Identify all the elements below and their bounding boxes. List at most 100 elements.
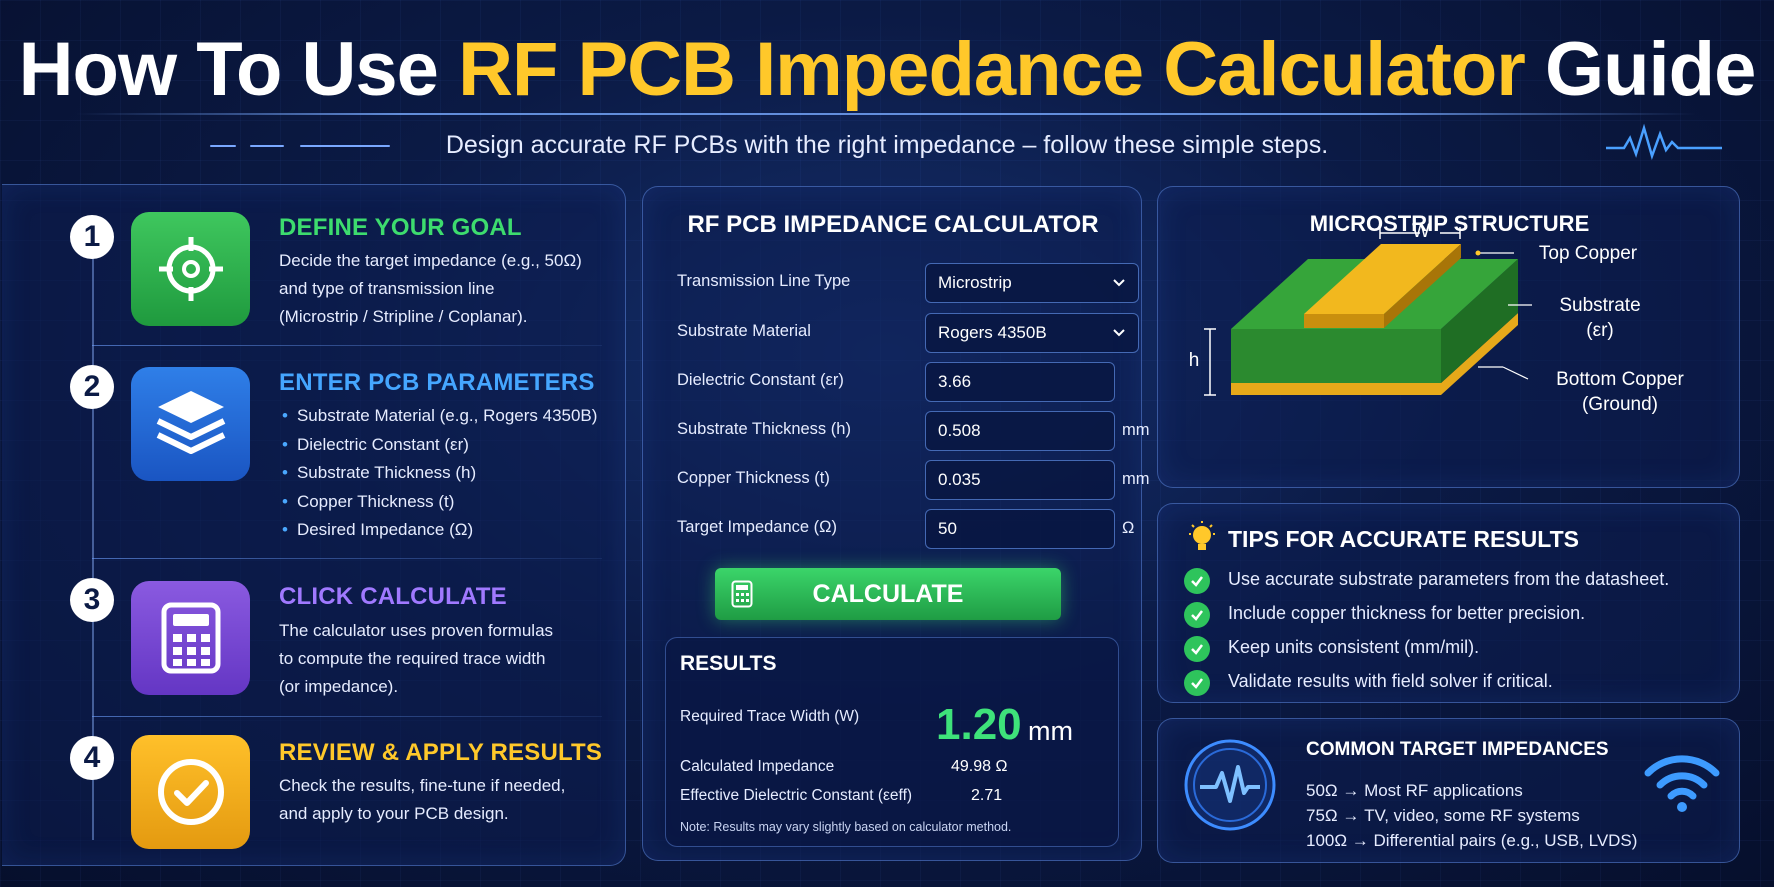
step-1-title: DEFINE YOUR GOAL — [279, 214, 522, 241]
step-separator — [92, 716, 602, 717]
steps-connector-line — [92, 240, 94, 840]
calculator-panel: RF PCB IMPEDANCE CALCULATOR Transmission… — [642, 186, 1150, 861]
results-note: Note: Results may vary slightly based on… — [680, 820, 1012, 834]
substrate-thickness-label: Substrate Thickness (h) — [677, 420, 851, 438]
calculator-icon — [731, 580, 753, 608]
copper-thickness-label: Copper Thickness (t) — [677, 469, 830, 487]
title-part-1: How To Use — [18, 27, 459, 112]
bottom-copper-layer — [1231, 313, 1518, 395]
target-impedance-unit: Ω — [1122, 519, 1135, 537]
list-item: Substrate Thickness (h) — [282, 459, 597, 488]
substrate-label-line: (εr) — [1586, 320, 1614, 341]
calculator-title: RF PCB IMPEDANCE CALCULATOR — [687, 211, 1099, 238]
step-4-line: Check the results, fine-tune if needed, — [279, 776, 566, 795]
title-underline — [76, 113, 1696, 115]
page-subtitle: Design accurate RF PCBs with the right i… — [445, 131, 1329, 159]
check-icon — [1184, 670, 1210, 696]
results-box: RESULTS Required Trace Width (W) 1.20 mm… — [665, 637, 1119, 847]
line-type-select[interactable]: Microstrip — [925, 263, 1139, 303]
field-row-substrate-material: Substrate Material Rogers 4350B — [677, 313, 1139, 353]
chevron-down-icon — [1113, 279, 1125, 287]
impedances-panel: COMMON TARGET IMPEDANCES 50Ω → Most RF a… — [1157, 718, 1740, 863]
field-row-line-type: Transmission Line Type Microstrip — [677, 263, 1139, 303]
title-part-3: Guide — [1524, 27, 1756, 112]
step-2-number: 2 — [70, 365, 114, 409]
calculate-button[interactable]: CALCULATE — [715, 568, 1061, 620]
line-type-label: Transmission Line Type — [677, 272, 851, 290]
bottom-copper-label-line: Bottom Copper — [1556, 369, 1684, 390]
field-row-target-impedance: Target Impedance (Ω) 50 Ω — [677, 509, 1137, 549]
tips-title: TIPS FOR ACCURATE RESULTS — [1228, 526, 1579, 552]
trace-width-value: 1.20 — [936, 700, 1022, 749]
width-label: W — [1412, 221, 1430, 242]
tips-panel: TIPS FOR ACCURATE RESULTS Use accurate s… — [1157, 503, 1740, 703]
microstrip-diagram — [1204, 227, 1532, 396]
bottom-copper-label-line: (Ground) — [1581, 394, 1659, 415]
step-separator — [92, 558, 602, 559]
microstrip-panel: MICROSTRIP STRUCTURE W h Top Copper Subs… — [1157, 186, 1740, 488]
step-1-description: Decide the target impedance (e.g., 50Ω) … — [279, 247, 619, 331]
impedance-item: 75Ω → TV, video, some RF systems — [1306, 806, 1580, 825]
impedance-item: 50Ω → Most RF applications — [1306, 781, 1523, 800]
step-1-icon-tile — [131, 212, 250, 326]
step-4-icon-tile — [131, 735, 250, 849]
step-4-line: and apply to your PCB design. — [279, 804, 509, 823]
tip-text: Use accurate substrate parameters from t… — [1228, 569, 1670, 589]
target-impedance-label: Target Impedance (Ω) — [677, 518, 837, 536]
calculated-impedance-value: 49.98 Ω — [951, 758, 1008, 775]
chevron-down-icon — [1113, 329, 1125, 337]
copper-thickness-input[interactable]: 0.035 — [925, 460, 1115, 500]
tip-text: Include copper thickness for better prec… — [1228, 603, 1586, 623]
step-1-number: 1 — [70, 215, 114, 259]
step-2-parameter-list: Substrate Material (e.g., Rogers 4350B) … — [282, 402, 597, 545]
list-item: Desired Impedance (Ω) — [282, 516, 597, 545]
target-impedance-input[interactable]: 50 — [925, 509, 1115, 549]
target-icon — [158, 237, 223, 301]
impedance-item: 100Ω → Differential pairs (e.g., USB, LV… — [1306, 831, 1638, 850]
substrate-material-value: Rogers 4350B — [938, 323, 1047, 342]
check-icon — [1184, 636, 1210, 662]
step-3-line: to compute the required trace width — [279, 649, 546, 668]
top-copper-trace-top — [1304, 244, 1461, 314]
line-type-value: Microstrip — [938, 273, 1012, 292]
microstrip-title: MICROSTRIP STRUCTURE — [1309, 211, 1590, 236]
wifi-icon — [1644, 755, 1720, 812]
substrate-thickness-input[interactable]: 0.508 — [925, 411, 1115, 451]
calculated-impedance-label: Calculated Impedance — [680, 758, 835, 775]
dielectric-constant-label: Dielectric Constant (εr) — [677, 371, 844, 389]
step-4-title: REVIEW & APPLY RESULTS — [279, 739, 603, 766]
step-3-number: 3 — [70, 578, 114, 622]
tip-item: Validate results with field solver if cr… — [1184, 668, 1724, 696]
tip-item: Include copper thickness for better prec… — [1184, 600, 1724, 628]
step-1-line: (Microstrip / Stripline / Coplanar). — [279, 307, 528, 326]
substrate-label-line: Substrate — [1559, 295, 1641, 316]
substrate-material-select[interactable]: Rogers 4350B — [925, 313, 1139, 353]
substrate-label: Substrate (εr) — [1520, 293, 1680, 343]
step-4-number: 4 — [70, 736, 114, 780]
step-4-description: Check the results, fine-tune if needed, … — [279, 772, 619, 828]
checkmark-icon — [157, 759, 224, 825]
bottom-copper-label: Bottom Copper (Ground) — [1530, 367, 1710, 417]
dielectric-constant-input[interactable]: 3.66 — [925, 362, 1115, 402]
step-1-line: and type of transmission line — [279, 279, 495, 298]
step-3-line: The calculator uses proven formulas — [279, 621, 554, 640]
trace-width-label: Required Trace Width (W) — [680, 708, 860, 725]
impedances-title: COMMON TARGET IMPEDANCES — [1306, 739, 1609, 760]
step-2-icon-tile — [131, 367, 250, 481]
height-label: h — [1188, 350, 1200, 371]
tip-text: Validate results with field solver if cr… — [1228, 671, 1553, 691]
subtitle-dash — [300, 145, 390, 147]
substrate-material-label: Substrate Material — [677, 322, 811, 340]
substrate-thickness-unit: mm — [1122, 421, 1150, 439]
trace-width-unit: mm — [1028, 716, 1073, 746]
calculate-button-label: CALCULATE — [812, 579, 964, 608]
signal-wave-icon — [1606, 123, 1722, 160]
copper-thickness-unit: mm — [1122, 470, 1150, 488]
check-icon — [1184, 602, 1210, 628]
effective-dielectric-label: Effective Dielectric Constant (εeff) — [680, 787, 913, 804]
effective-dielectric-value: 2.71 — [971, 787, 1003, 804]
subtitle-dash — [210, 145, 236, 147]
top-copper-label: Top Copper — [1538, 243, 1638, 264]
step-2-title: ENTER PCB PARAMETERS — [279, 369, 595, 396]
results-title: RESULTS — [680, 652, 777, 675]
